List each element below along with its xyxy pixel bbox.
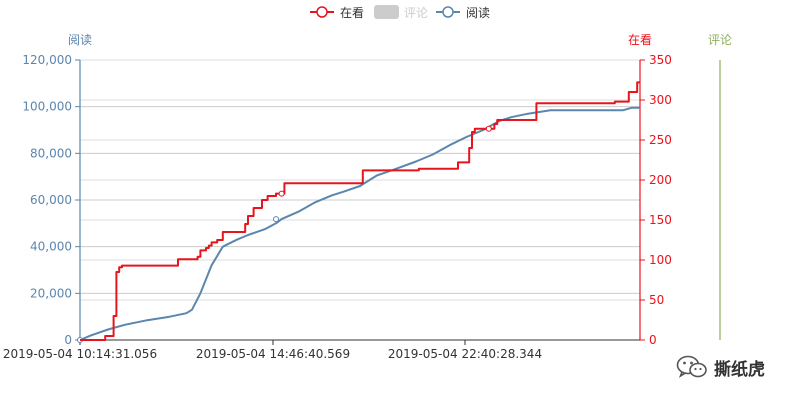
series-layer	[77, 81, 640, 343]
watermark-text: 撕纸虎	[714, 359, 765, 380]
series-line-在看	[80, 81, 640, 341]
right-tick-label: 50	[649, 293, 664, 307]
data-point	[273, 216, 279, 223]
legend-label: 阅读	[466, 6, 490, 20]
legend[interactable]: 在看 评论 阅读	[310, 5, 490, 20]
wechat-icon	[676, 355, 707, 378]
left-tick-label: 80,000	[30, 146, 72, 160]
left-tick-label: 40,000	[30, 240, 72, 254]
legend-item[interactable]: 阅读	[436, 6, 490, 20]
legend-marker	[316, 6, 328, 18]
data-point	[485, 125, 492, 132]
right-tick-label: 0	[649, 333, 657, 347]
left-tick-label: 20,000	[30, 286, 72, 300]
legend-item[interactable]: 评论	[374, 5, 428, 20]
legend-marker	[442, 6, 454, 18]
left-axis-title: 阅读	[68, 33, 92, 47]
right-axis-title-1: 在看	[628, 33, 652, 47]
legend-label: 在看	[340, 6, 364, 20]
right-tick-label: 300	[649, 93, 672, 107]
legend-item[interactable]: 在看	[310, 6, 364, 20]
right-tick-label: 250	[649, 133, 672, 147]
left-tick-label: 120,000	[22, 53, 72, 67]
left-tick-label: 0	[64, 333, 72, 347]
left-tick-label: 100,000	[22, 100, 72, 114]
axes: 0 20,000 40,000 60,000 80,000 100,000 120,000 0…	[3, 53, 721, 361]
right-tick-label: 200	[649, 173, 672, 187]
right-axis-title-2: 评论	[708, 33, 732, 47]
legend-label: 评论	[404, 6, 428, 20]
x-tick-label: 2019-05-04 14:46:40.569	[196, 347, 350, 361]
legend-swatch	[374, 5, 399, 19]
left-tick-label: 60,000	[30, 193, 72, 207]
data-point	[278, 190, 285, 197]
right-tick-label: 150	[649, 213, 672, 227]
series-line-阅读	[79, 106, 640, 341]
x-tick-label: 2019-05-04 10:14:31.056	[3, 347, 157, 361]
x-tick-label: 2019-05-04 22:40:28.344	[388, 347, 542, 361]
right-tick-label: 100	[649, 253, 672, 267]
watermark: 撕纸虎	[676, 352, 786, 382]
gridlines	[80, 59, 640, 301]
right-tick-label: 350	[649, 53, 672, 67]
